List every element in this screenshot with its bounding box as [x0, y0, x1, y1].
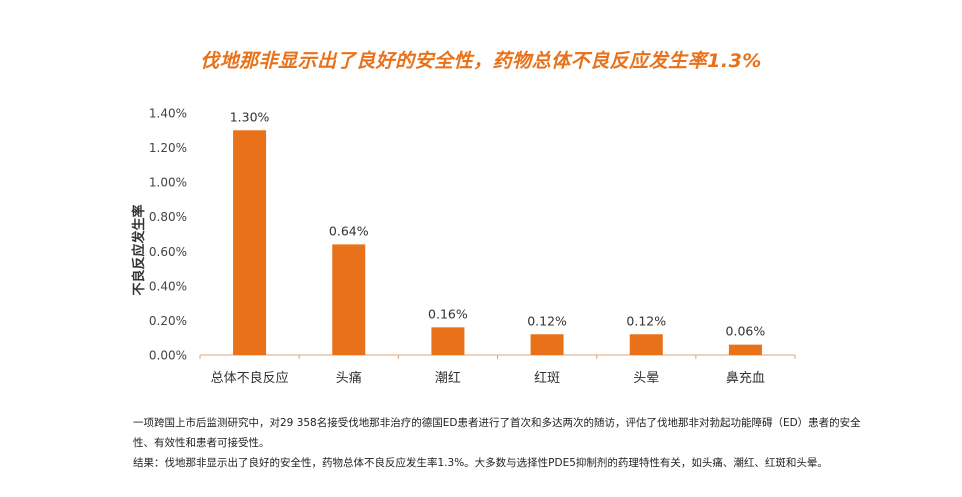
bar: [431, 327, 465, 355]
x-category-label: 头痛: [336, 370, 362, 386]
study-note: 一项跨国上市后监测研究中，对29 358名接受伐地那非治疗的德国ED患者进行了首…: [133, 417, 861, 449]
bar: [233, 130, 267, 355]
bar: [332, 244, 366, 355]
footnotes: 一项跨国上市后监测研究中，对29 358名接受伐地那非治疗的德国ED患者进行了首…: [133, 413, 878, 473]
bar: [530, 334, 564, 355]
data-label: 0.16%: [428, 306, 468, 321]
x-category-label: 潮红: [435, 370, 461, 386]
x-category-label: 总体不良反应: [211, 370, 289, 386]
x-category-label: 头晕: [633, 371, 659, 386]
x-category-label: 红斑: [534, 370, 560, 386]
y-tick-label: 0.60%: [149, 245, 187, 259]
x-category-label: 鼻充血: [726, 370, 765, 386]
y-tick-label: 1.00%: [149, 176, 187, 190]
data-label: 0.64%: [329, 223, 369, 238]
y-tick-label: 1.40%: [149, 107, 187, 121]
bar: [629, 334, 663, 355]
y-tick-label: 0.40%: [149, 279, 187, 293]
y-tick-label: 0.80%: [149, 210, 187, 224]
y-tick-label: 1.20%: [149, 141, 187, 155]
page-title: 伐地那非显示出了良好的安全性，药物总体不良反应发生率1.3%: [200, 50, 762, 72]
y-axis-label: 不良反应发生率: [131, 204, 147, 295]
conclusion-note: 结果：伐地那非显示出了良好的安全性，药物总体不良反应发生率1.3%。大多数与选择…: [133, 457, 828, 469]
y-tick-label: 0.00%: [149, 349, 187, 363]
data-label: 0.12%: [527, 313, 567, 328]
y-tick-label: 0.20%: [149, 314, 187, 328]
data-label: 0.06%: [726, 324, 766, 339]
data-label: 1.30%: [230, 109, 270, 124]
bar-chart: 0.00% 0.20% 0.40% 0.60% 0.80% 1.00% 1.20% 1.40%…: [131, 107, 796, 386]
bar: [728, 344, 762, 355]
data-label: 0.12%: [626, 313, 666, 328]
